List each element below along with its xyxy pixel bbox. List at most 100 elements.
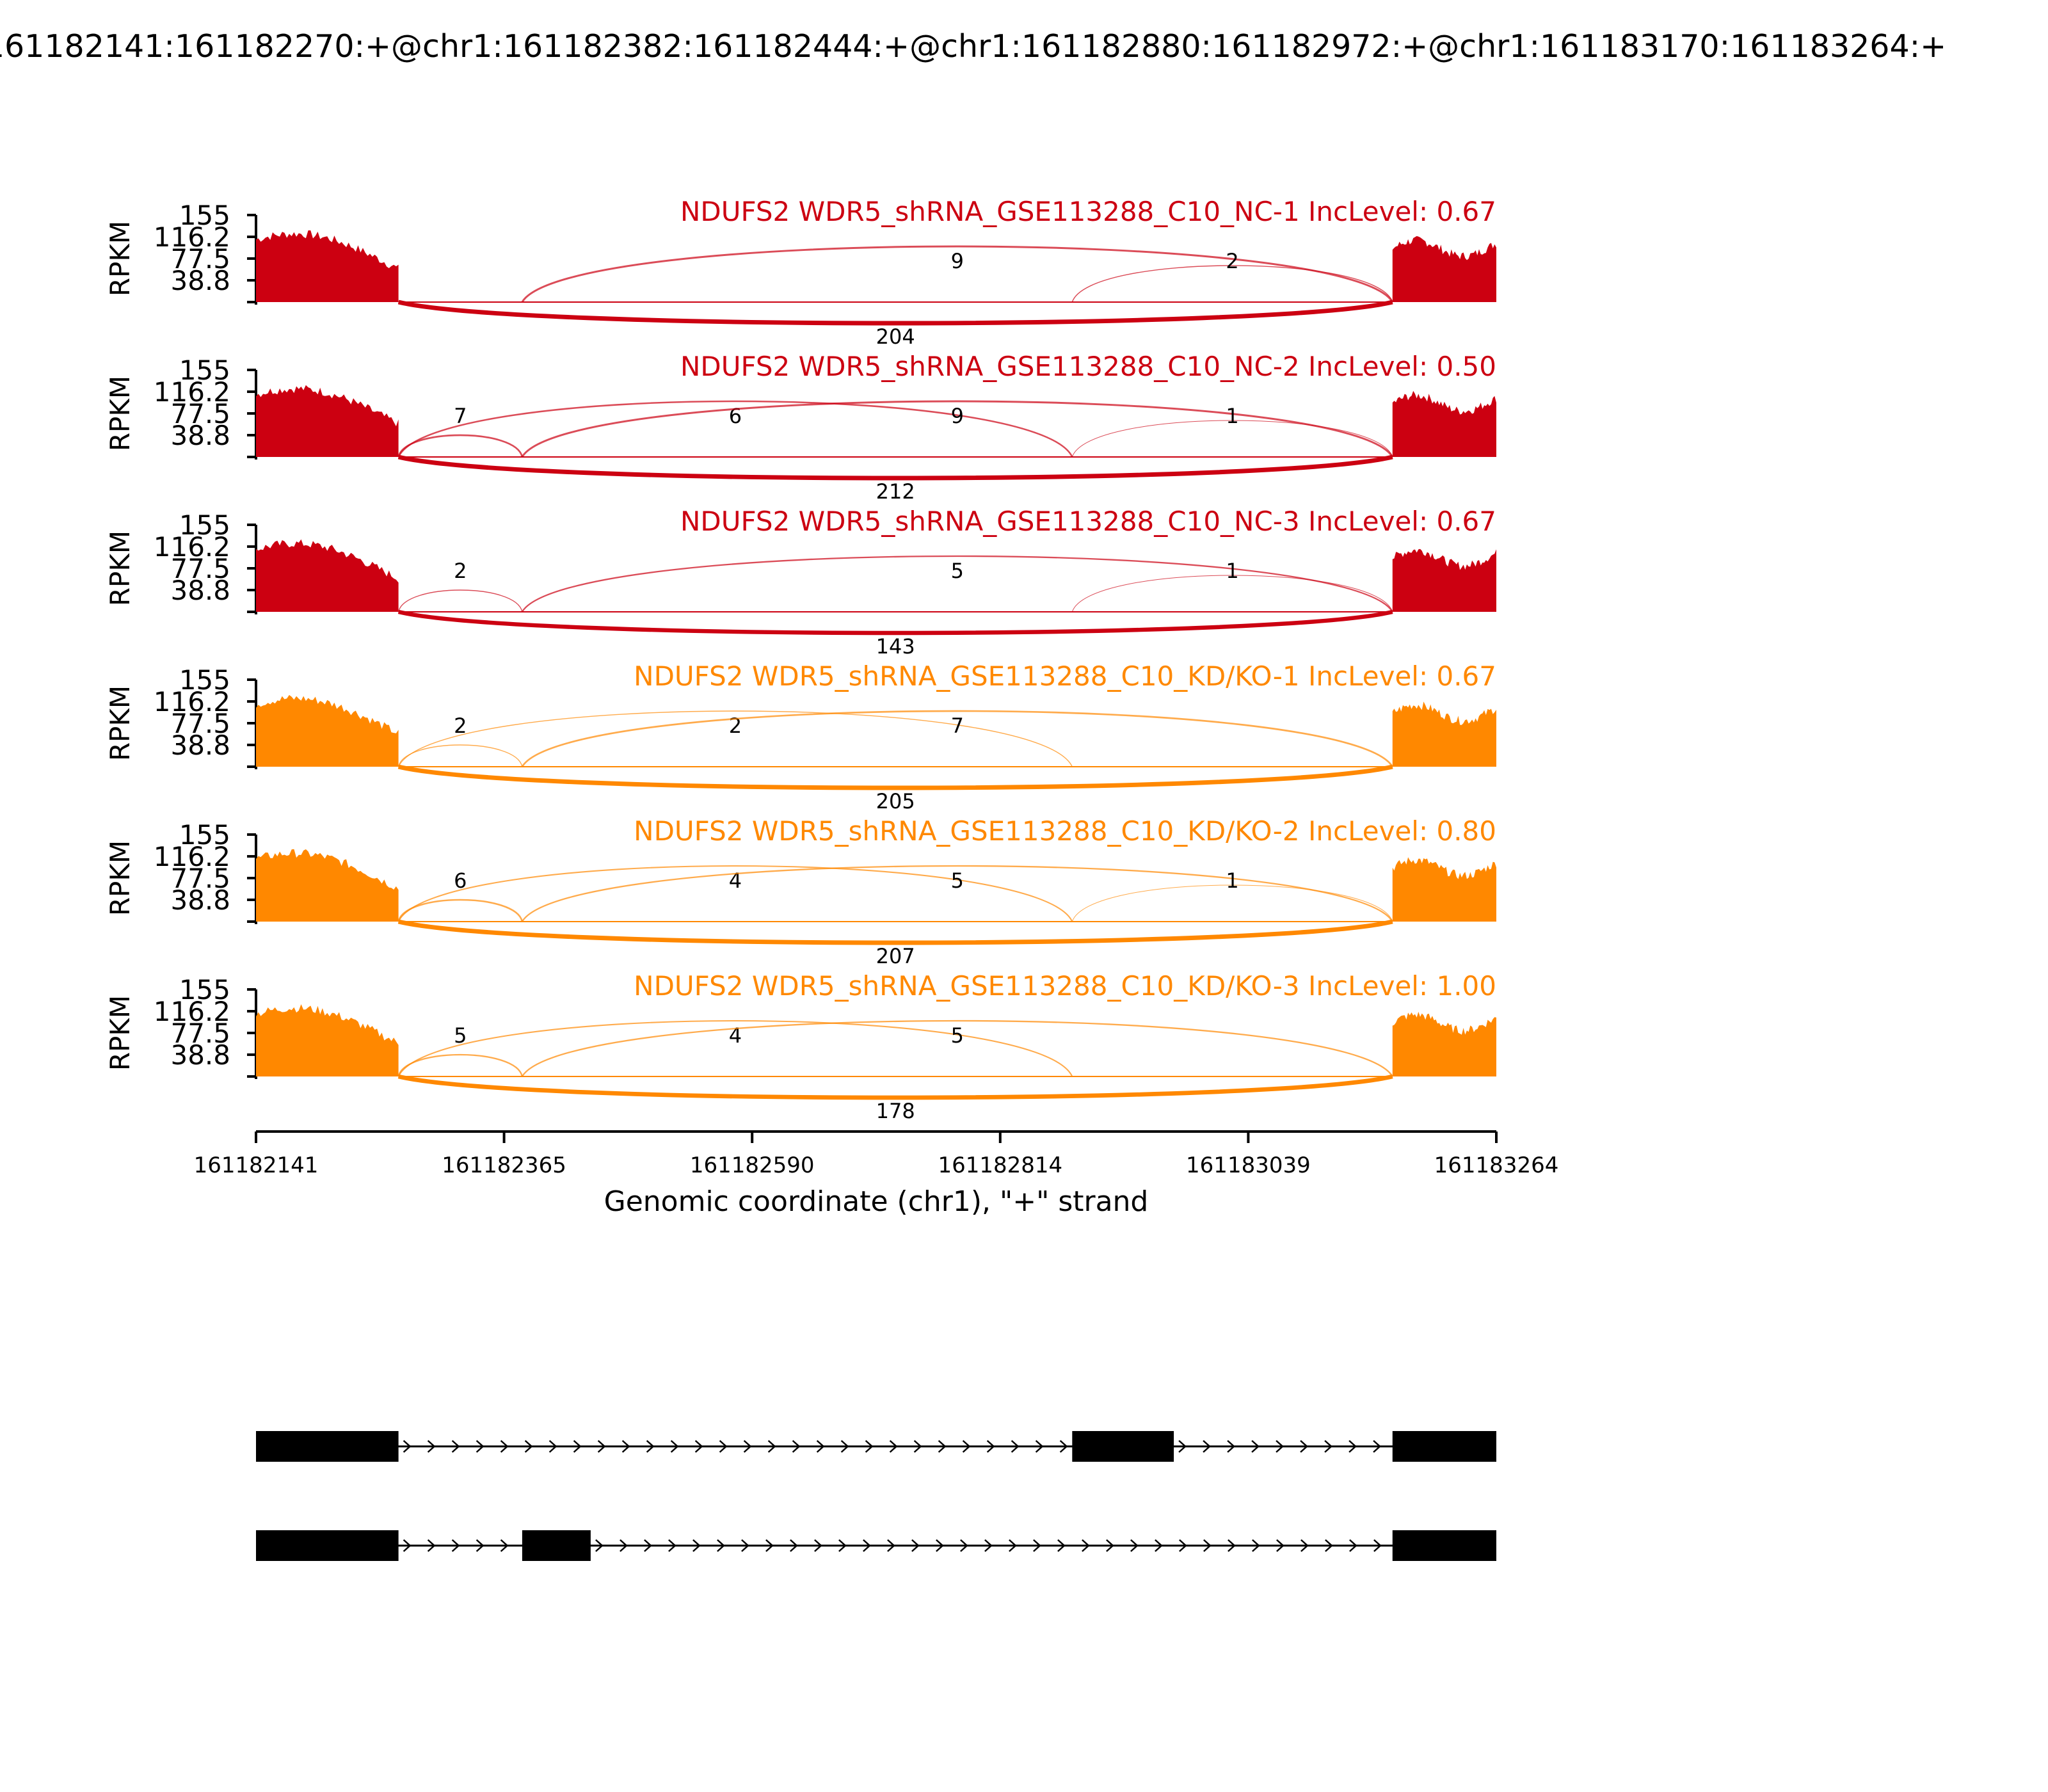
strand-arrow (427, 1440, 436, 1453)
junction-arc (397, 710, 1073, 767)
strand-arrow (1035, 1440, 1044, 1453)
strand-arrow (500, 1539, 509, 1552)
strand-arrow (644, 1539, 652, 1552)
junction-arc (521, 400, 1394, 458)
junction-count-label: 2 (1226, 249, 1238, 273)
junction-arc (397, 1074, 1393, 1100)
coverage-area (1392, 390, 1496, 457)
coverage-area (256, 849, 399, 922)
strand-arrow (1203, 1440, 1211, 1453)
x-tick-label: 161183039 (1186, 1153, 1311, 1178)
x-axis: Genomic coordinate (chr1), "+" strand 16… (194, 1130, 1558, 1218)
junction-arc (397, 1053, 524, 1077)
junction-count-label: 4 (729, 1023, 742, 1048)
strand-arrow (1106, 1539, 1114, 1552)
junction-count-label: 212 (876, 479, 915, 504)
y-tick-label: 116.2 (154, 376, 230, 408)
strand-arrow (1059, 1440, 1068, 1453)
coverage-area (256, 1004, 399, 1076)
junction-arc (1071, 575, 1393, 612)
strand-arrow (1300, 1539, 1309, 1552)
junction-count-label: 2 (729, 714, 742, 738)
strand-arrow (451, 1539, 460, 1552)
exon-block (256, 1530, 399, 1561)
strand-arrow (1325, 1539, 1333, 1552)
strand-arrow (1348, 1440, 1357, 1453)
x-axis-label: Genomic coordinate (chr1), "+" strand (604, 1185, 1149, 1218)
strand-arrow (573, 1440, 582, 1453)
isoform-model (256, 1530, 1496, 1561)
coverage-area (1392, 236, 1496, 302)
strand-arrow (913, 1440, 922, 1453)
junction-count-label: 5 (951, 559, 964, 583)
junction-count-label: 5 (951, 1023, 964, 1048)
junction-count-label: 1 (1226, 404, 1238, 428)
strand-arrow (548, 1440, 557, 1453)
strand-arrow (1276, 1539, 1284, 1552)
strand-arrow (767, 1440, 776, 1453)
y-tick-label: 155 (179, 355, 230, 386)
strand-arrow (668, 1539, 676, 1552)
junction-count-label: 1 (1226, 868, 1238, 893)
strand-arrow (1130, 1539, 1139, 1552)
strand-arrow (1033, 1539, 1041, 1552)
junction-arc (397, 1020, 1073, 1077)
junction-arc (521, 710, 1393, 767)
strand-arrow (694, 1440, 703, 1453)
y-tick-label: 77.5 (170, 553, 230, 584)
strand-arrow (741, 1539, 749, 1552)
junction-count-label: 1 (1226, 559, 1238, 583)
junction-arc (521, 245, 1394, 303)
junction-arc (397, 400, 1073, 458)
strand-arrow (597, 1440, 606, 1453)
junction-arc (397, 589, 523, 612)
junction-count-label: 6 (729, 404, 742, 428)
isoform-models (256, 1431, 1496, 1561)
track-title: NDUFS2 WDR5_shRNA_GSE113288_C10_NC-2 Inc… (680, 351, 1496, 382)
y-axis-label: RPKM (104, 840, 136, 916)
y-axis-label: RPKM (104, 995, 136, 1071)
y-tick-label: 116.2 (154, 996, 230, 1027)
strand-arrow (403, 1539, 412, 1552)
strand-arrow (1011, 1440, 1020, 1453)
junction-count-label: 6 (454, 868, 467, 893)
strand-arrow (621, 1440, 630, 1453)
strand-arrow (840, 1440, 849, 1453)
y-tick-label: 38.8 (170, 1039, 230, 1071)
track-title: NDUFS2 WDR5_shRNA_GSE113288_C10_KD/KO-2 … (634, 815, 1496, 847)
strand-arrow (1349, 1539, 1357, 1552)
strand-arrow (692, 1539, 701, 1552)
strand-arrow (719, 1440, 728, 1453)
strand-arrow (646, 1440, 655, 1453)
strand-arrow (986, 1440, 995, 1453)
strand-arrow (889, 1440, 898, 1453)
strand-arrow (670, 1440, 679, 1453)
junction-arc (397, 454, 1393, 481)
strand-arrow (476, 1539, 484, 1552)
strand-arrow (500, 1440, 509, 1453)
strand-arrow (1082, 1539, 1090, 1552)
junction-count-label: 178 (876, 1099, 915, 1123)
figure-title-text: chr1:161182141:161182270:+@chr1:16118238… (0, 28, 1947, 65)
y-tick-label: 38.8 (170, 730, 230, 761)
junction-arc (397, 609, 1393, 636)
y-axis-label: RPKM (104, 531, 136, 606)
junction-arc (397, 744, 523, 767)
strand-arrow (1251, 1440, 1260, 1453)
y-tick-label: 77.5 (170, 708, 230, 739)
junction-count-label: 205 (876, 789, 915, 813)
junction-count-label: 204 (876, 324, 915, 349)
y-tick-label: 38.8 (170, 575, 230, 606)
coverage-area (256, 694, 399, 767)
strand-arrow (863, 1539, 871, 1552)
y-tick-label: 38.8 (170, 265, 230, 296)
junction-count-label: 207 (876, 944, 915, 968)
strand-arrow (938, 1440, 947, 1453)
strand-arrow (595, 1539, 604, 1552)
junction-arc (521, 555, 1393, 612)
strand-arrow (816, 1440, 825, 1453)
figure-title: chr1:161182141:161182270:+@chr1:16118238… (0, 28, 2048, 73)
